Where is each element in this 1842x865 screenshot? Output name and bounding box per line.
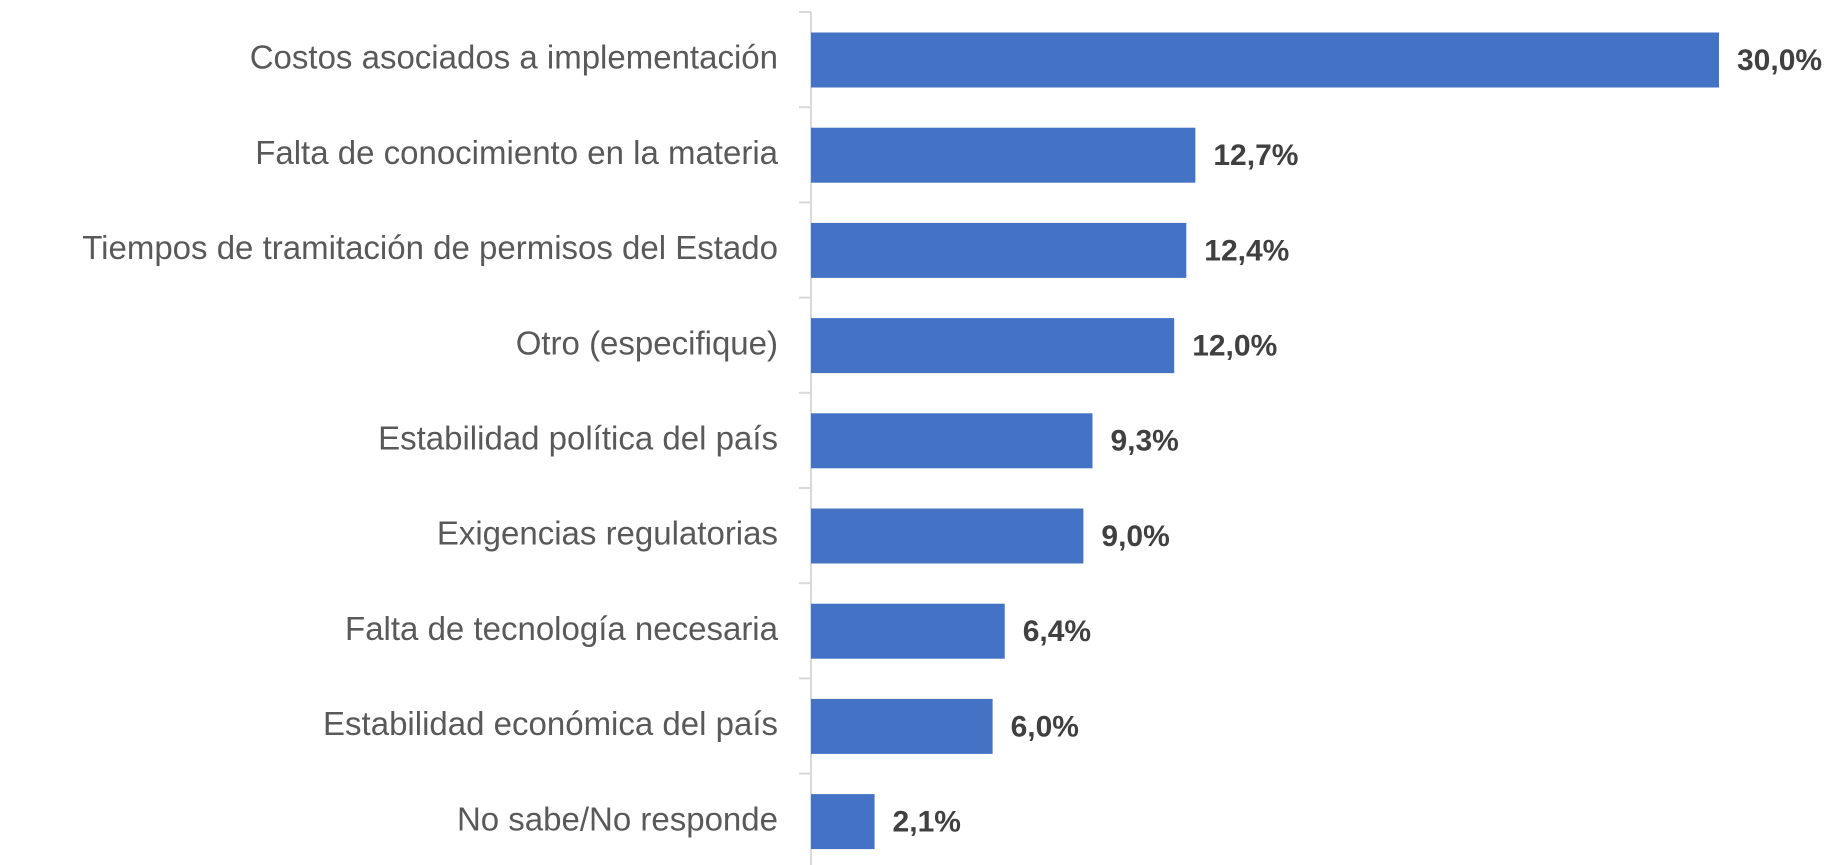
bar xyxy=(811,413,1093,469)
bar xyxy=(811,32,1719,88)
bar xyxy=(811,508,1084,564)
value-label: 2,1% xyxy=(893,806,961,839)
bar xyxy=(811,698,993,754)
bar xyxy=(811,794,875,850)
bar xyxy=(811,318,1175,374)
value-label: 12,0% xyxy=(1192,330,1277,363)
value-label: 6,4% xyxy=(1023,615,1091,648)
value-label: 6,0% xyxy=(1011,710,1079,743)
value-label: 9,3% xyxy=(1110,425,1178,458)
value-label: 12,4% xyxy=(1204,234,1289,267)
bar xyxy=(811,603,1005,659)
category-label: Exigencias regulatorias xyxy=(437,515,778,552)
category-label: Costos asociados a implementación xyxy=(250,39,778,76)
category-label: Falta de conocimiento en la materia xyxy=(255,134,778,171)
category-label: No sabe/No responde xyxy=(457,800,778,837)
category-label: Estabilidad económica del país xyxy=(323,705,778,742)
category-label: Tiempos de tramitación de permisos del E… xyxy=(82,229,778,266)
category-label: Otro (especifique) xyxy=(516,324,778,361)
value-label: 30,0% xyxy=(1737,44,1822,77)
category-label: Estabilidad política del país xyxy=(378,420,778,457)
bar xyxy=(811,222,1187,278)
category-label: Falta de tecnología necesaria xyxy=(345,610,779,647)
value-label: 12,7% xyxy=(1213,139,1298,172)
bar xyxy=(811,127,1196,183)
value-label: 9,0% xyxy=(1101,520,1169,553)
